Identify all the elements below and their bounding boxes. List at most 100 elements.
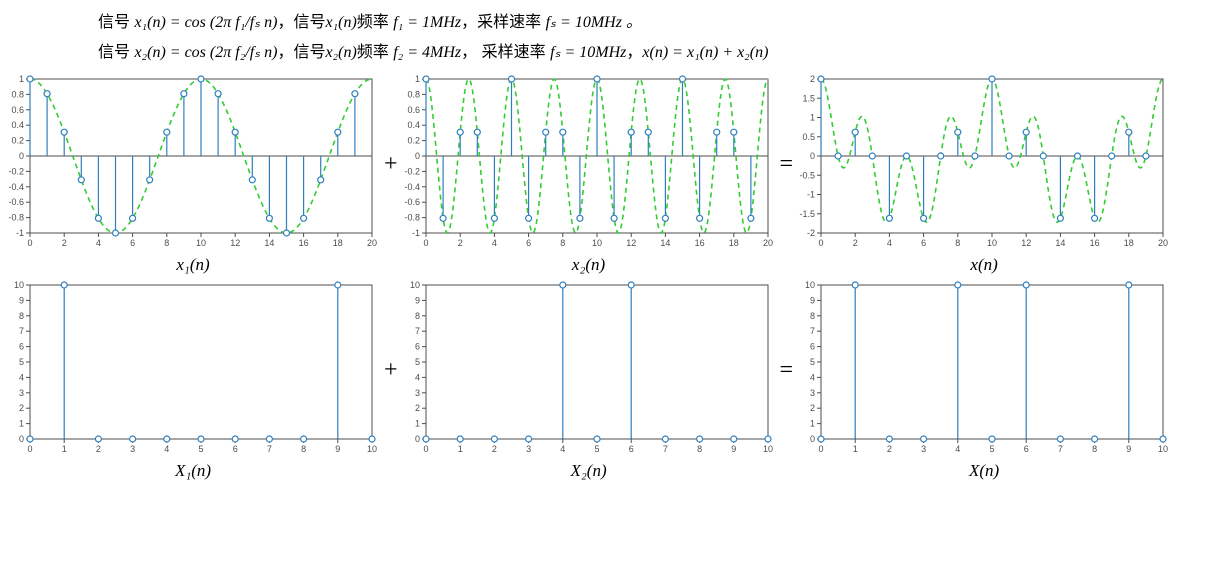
svg-text:4: 4 — [887, 238, 892, 248]
plus-icon: + — [384, 357, 398, 402]
svg-text:7: 7 — [19, 326, 24, 336]
svg-text:5: 5 — [810, 357, 815, 367]
svg-text:10: 10 — [367, 444, 377, 454]
svg-text:3: 3 — [19, 388, 24, 398]
svg-text:5: 5 — [415, 357, 420, 367]
svg-text:6: 6 — [415, 341, 420, 351]
eq2: x₂(n) = cos (2π f₂/fₛ n) — [134, 44, 277, 61]
svg-text:3: 3 — [130, 444, 135, 454]
t: ，信号 — [277, 14, 325, 31]
svg-text:0: 0 — [819, 444, 824, 454]
svg-text:-1.5: -1.5 — [800, 209, 816, 219]
svg-text:1: 1 — [415, 74, 420, 84]
svg-text:12: 12 — [626, 238, 636, 248]
svg-text:0: 0 — [423, 444, 428, 454]
svg-text:6: 6 — [628, 444, 633, 454]
svg-text:0: 0 — [19, 151, 24, 161]
svg-text:0: 0 — [423, 238, 428, 248]
svg-text:10: 10 — [763, 444, 773, 454]
eq1: x₁(n) = cos (2π f₁/fₛ n) — [134, 14, 277, 31]
t: ，采样速率 — [461, 14, 545, 31]
svg-text:12: 12 — [230, 238, 240, 248]
plus-icon: + — [384, 151, 398, 196]
svg-text:5: 5 — [594, 444, 599, 454]
x1n: x₁(n) — [325, 14, 356, 31]
svg-text:1: 1 — [853, 444, 858, 454]
caption-X: X(n) — [969, 461, 999, 481]
svg-text:-0.8: -0.8 — [404, 212, 420, 222]
svg-text:18: 18 — [333, 238, 343, 248]
svg-text:8: 8 — [1092, 444, 1097, 454]
svg-text:18: 18 — [1124, 238, 1134, 248]
svg-text:2: 2 — [887, 444, 892, 454]
svg-text:0.2: 0.2 — [11, 135, 24, 145]
svg-text:-0.2: -0.2 — [404, 166, 420, 176]
svg-text:2: 2 — [62, 238, 67, 248]
svg-text:-0.4: -0.4 — [8, 182, 24, 192]
svg-text:2: 2 — [96, 444, 101, 454]
svg-text:7: 7 — [810, 326, 815, 336]
sum: x(n) = x₁(n) + x₂(n) — [642, 44, 768, 61]
svg-text:6: 6 — [810, 341, 815, 351]
svg-text:2: 2 — [810, 403, 815, 413]
svg-text:20: 20 — [1158, 238, 1168, 248]
fs: fₛ = 10MHz 。 — [546, 14, 642, 31]
svg-text:16: 16 — [694, 238, 704, 248]
svg-text:4: 4 — [491, 238, 496, 248]
svg-text:5: 5 — [19, 357, 24, 367]
t: ， 采样速率 — [461, 44, 550, 61]
svg-text:0.8: 0.8 — [11, 89, 24, 99]
svg-text:6: 6 — [233, 444, 238, 454]
svg-text:2: 2 — [491, 444, 496, 454]
svg-text:6: 6 — [526, 238, 531, 248]
svg-text:10: 10 — [592, 238, 602, 248]
svg-text:0: 0 — [27, 238, 32, 248]
svg-text:2: 2 — [853, 238, 858, 248]
svg-text:14: 14 — [264, 238, 274, 248]
chart-X: 012345678910012345678910 — [799, 279, 1169, 459]
svg-text:5: 5 — [198, 444, 203, 454]
svg-text:4: 4 — [810, 372, 815, 382]
t: ，信号 — [277, 44, 325, 61]
svg-text:3: 3 — [526, 444, 531, 454]
formula-text: 信号 x₁(n) = cos (2π f₁/fₛ n)，信号x₁(n)频率 f₁… — [98, 8, 1211, 69]
svg-text:3: 3 — [810, 388, 815, 398]
svg-text:7: 7 — [415, 326, 420, 336]
svg-text:0: 0 — [819, 238, 824, 248]
svg-text:1: 1 — [415, 418, 420, 428]
fs2: fₛ = 10MHz — [550, 44, 626, 61]
svg-text:0.2: 0.2 — [407, 135, 420, 145]
svg-text:2: 2 — [415, 403, 420, 413]
svg-text:16: 16 — [1090, 238, 1100, 248]
svg-text:-0.6: -0.6 — [404, 197, 420, 207]
svg-text:6: 6 — [19, 341, 24, 351]
svg-text:9: 9 — [415, 295, 420, 305]
svg-text:0.4: 0.4 — [407, 120, 420, 130]
caption-X2: X₂(n) — [570, 461, 606, 481]
svg-text:4: 4 — [560, 444, 565, 454]
svg-text:12: 12 — [1021, 238, 1031, 248]
svg-text:6: 6 — [921, 238, 926, 248]
x2n: x₂(n) — [325, 44, 356, 61]
svg-text:8: 8 — [301, 444, 306, 454]
svg-text:1: 1 — [457, 444, 462, 454]
svg-text:0: 0 — [415, 434, 420, 444]
t: 频率 — [357, 14, 393, 31]
f1: f₁ = 1MHz — [393, 14, 461, 31]
svg-text:4: 4 — [19, 372, 24, 382]
svg-text:16: 16 — [299, 238, 309, 248]
svg-text:7: 7 — [1058, 444, 1063, 454]
svg-text:5: 5 — [990, 444, 995, 454]
svg-text:8: 8 — [697, 444, 702, 454]
formula-line-2: 信号 x₂(n) = cos (2π f₂/fₛ n)，信号x₂(n)频率 f₂… — [98, 38, 1211, 68]
svg-text:7: 7 — [267, 444, 272, 454]
svg-text:4: 4 — [96, 238, 101, 248]
svg-text:-0.5: -0.5 — [800, 170, 816, 180]
svg-text:1: 1 — [62, 444, 67, 454]
svg-text:1: 1 — [19, 74, 24, 84]
svg-text:9: 9 — [810, 295, 815, 305]
svg-text:10: 10 — [196, 238, 206, 248]
svg-text:9: 9 — [19, 295, 24, 305]
svg-text:8: 8 — [19, 311, 24, 321]
chart-x: 02468101214161820-2-1.5-1-0.500.511.52 — [799, 73, 1169, 253]
